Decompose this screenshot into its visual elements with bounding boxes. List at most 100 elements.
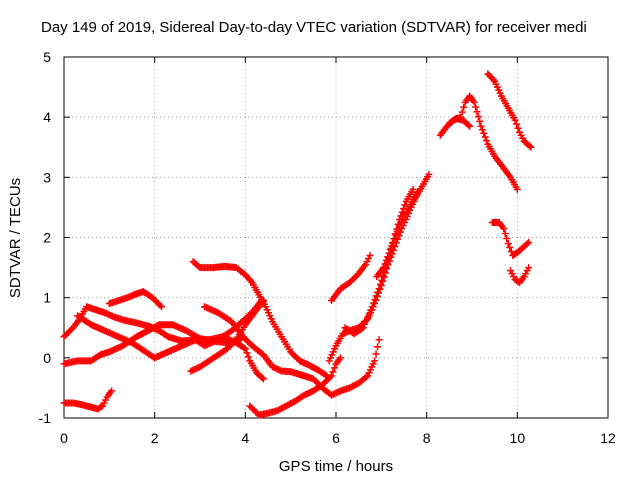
point-s8-115 [372, 350, 380, 358]
point-s14-33 [483, 137, 491, 145]
point-s11-26 [366, 252, 374, 260]
point-s14-28 [476, 117, 484, 125]
y-tick-label-4: 4 [43, 109, 51, 125]
x-tick-labels: 0 2 4 6 8 10 12 [60, 430, 616, 446]
point-s5-34 [156, 301, 164, 309]
point-s1-25 [97, 403, 105, 411]
point-s12-26 [379, 272, 387, 280]
series-s16 [484, 70, 535, 151]
point-s1-32 [108, 387, 116, 395]
point-s14-26 [473, 108, 481, 116]
point-s17-10 [503, 235, 511, 243]
series-s17 [488, 218, 533, 260]
point-s15-15 [466, 122, 474, 130]
point-s14-17 [460, 103, 468, 111]
x-tick-label-12: 12 [600, 430, 616, 446]
point-s12-20 [371, 295, 379, 303]
point-s14-25 [472, 103, 480, 111]
point-s12-23 [375, 285, 383, 293]
point-s17-24 [523, 240, 531, 248]
y-tick-labels: -1 0 1 2 3 4 5 [39, 49, 52, 426]
point-s9-60 [337, 354, 345, 362]
series-s9 [246, 354, 345, 419]
point-s13-9 [385, 249, 393, 257]
point-s7-91 [321, 371, 329, 379]
y-tick-label-2: 2 [43, 230, 51, 246]
point-s17-8 [500, 224, 508, 232]
point-s14-31 [480, 129, 488, 137]
point-s8-114 [371, 357, 379, 365]
point-s3-134 [259, 375, 267, 383]
point-s17-9 [501, 229, 509, 237]
point-s12-19 [370, 299, 378, 307]
point-s3-121 [241, 345, 249, 353]
point-s3-120 [240, 344, 248, 352]
series-s15 [445, 114, 474, 130]
point-s18-12 [525, 264, 533, 272]
point-s12-17 [367, 306, 375, 314]
point-s15-14 [464, 121, 472, 129]
point-s14-16 [458, 108, 466, 116]
point-s16-4 [489, 76, 497, 84]
data-marks [60, 70, 535, 419]
series-s1 [60, 387, 116, 413]
point-s14-24 [470, 98, 478, 106]
point-s3-122 [243, 349, 251, 357]
point-s7-40 [247, 277, 255, 285]
point-s14-32 [481, 133, 489, 141]
point-s12-16 [365, 310, 373, 318]
point-s13-5 [380, 264, 388, 272]
point-s8-117 [375, 336, 383, 344]
point-s8-108 [362, 373, 370, 381]
axis-ticks [63, 56, 609, 419]
x-tick-label-2: 2 [151, 430, 159, 446]
series-s7 [189, 258, 331, 380]
point-s8-116 [374, 343, 382, 351]
series-s8 [201, 303, 383, 399]
point-s3-133 [258, 374, 266, 382]
point-s14-27 [474, 113, 482, 121]
point-s3-123 [244, 353, 252, 361]
point-s13-6 [381, 260, 389, 268]
point-s16-31 [527, 143, 535, 151]
y-tick-label--1: -1 [39, 410, 52, 426]
y-tick-label-3: 3 [43, 169, 51, 185]
x-tick-label-0: 0 [60, 430, 68, 446]
point-s13-13 [390, 235, 398, 243]
point-s13-10 [386, 246, 394, 254]
point-s17-25 [525, 238, 533, 246]
y-tick-label-1: 1 [43, 290, 51, 306]
point-s12-11 [358, 325, 366, 333]
point-s12-21 [372, 292, 380, 300]
point-s12-22 [374, 288, 382, 296]
series-s18 [507, 264, 533, 287]
series-s5 [105, 288, 165, 311]
point-s13-30 [414, 188, 422, 196]
point-s10-72 [425, 170, 433, 178]
point-s6-29 [231, 337, 239, 345]
point-s9-54 [327, 372, 335, 380]
x-tick-label-8: 8 [423, 430, 431, 446]
point-s9-55 [329, 368, 337, 376]
point-s12-24 [376, 280, 384, 288]
point-s16-21 [513, 120, 521, 128]
x-axis-label: GPS time / hours [279, 458, 393, 475]
point-s16-20 [511, 116, 519, 124]
point-s17-11 [504, 240, 512, 248]
point-s13-11 [388, 242, 396, 250]
point-s12-48 [409, 185, 417, 193]
point-s13-12 [389, 238, 397, 246]
point-s13-14 [392, 231, 400, 239]
y-tick-label-0: 0 [43, 350, 51, 366]
point-s12-15 [364, 313, 372, 321]
point-s12-25 [378, 276, 386, 284]
x-tick-label-10: 10 [510, 430, 526, 446]
point-s5-35 [157, 303, 165, 311]
point-s13-7 [382, 256, 390, 264]
point-s14-55 [513, 185, 521, 193]
point-s12-12 [359, 324, 367, 332]
point-s14-30 [478, 126, 486, 134]
x-tick-label-4: 4 [241, 430, 249, 446]
point-s12-14 [362, 317, 370, 325]
